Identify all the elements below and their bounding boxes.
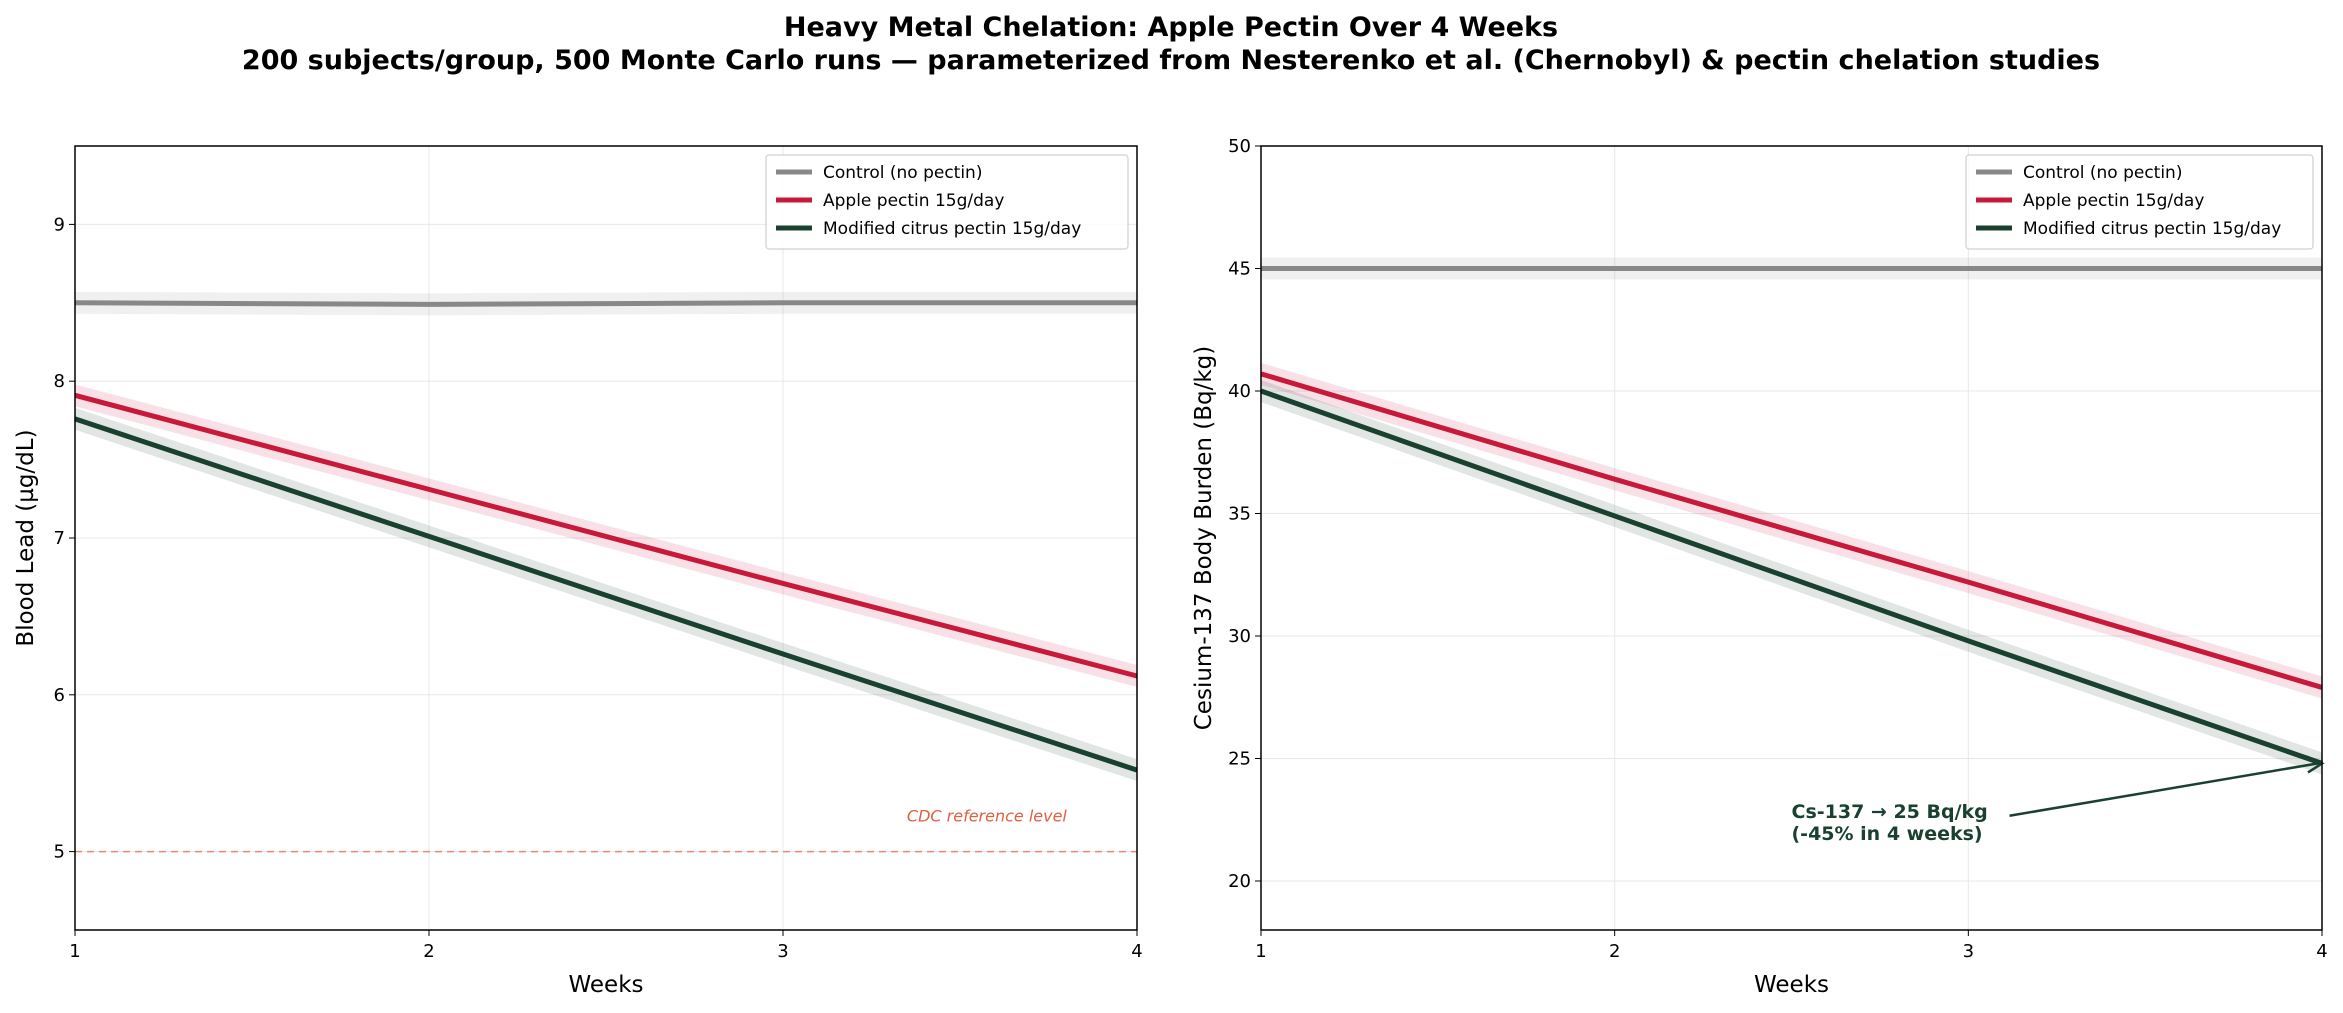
line-apple — [74, 392, 1138, 679]
legend-label-mcp: Modified citrus pectin 15g/day — [823, 219, 1081, 239]
x-axis-label: Weeks — [1754, 972, 1829, 998]
y-tick-label: 5 — [54, 842, 65, 863]
axes-frame — [1260, 145, 2323, 931]
y-tick-label: 20 — [1228, 871, 1251, 892]
x-tick-label: 2 — [1609, 941, 1620, 962]
annotation-text: Cs-137 → 25 Bq/kg — [1792, 801, 1988, 823]
y-tick-label: 25 — [1228, 749, 1251, 770]
line-mcp — [1260, 388, 2323, 766]
x-tick-label: 3 — [1963, 941, 1974, 962]
x-tick-label: 1 — [1255, 941, 1266, 962]
y-axis-label: Blood Lead (µg/dL) — [13, 429, 39, 646]
y-tick-label: 30 — [1228, 626, 1251, 647]
legend-label-control: Control (no pectin) — [2023, 163, 2182, 183]
y-tick-label: 9 — [54, 214, 65, 235]
panel-1: CDC reference level 1 2 3 4 5 6 7 8 9 Weeks Blood L… — [13, 145, 1143, 998]
y-tick-label: 7 — [54, 528, 65, 549]
y-tick-label: 6 — [54, 685, 65, 706]
y-tick-label: 8 — [54, 371, 65, 392]
legend-label-apple: Apple pectin 15g/day — [2023, 191, 2204, 211]
panel-2: Cs-137 → 25 Bq/kg(-45% in 4 weeks) 1 2 3 4 20… — [1191, 136, 2328, 998]
legend-box — [765, 154, 1129, 250]
legend: Control (no pectin) Apple pectin 15g/day M… — [765, 154, 1129, 250]
x-tick-label: 4 — [2316, 941, 2327, 962]
chart-subtitle: 200 subjects/group, 500 Monte Carlo runs… — [242, 45, 2100, 76]
x-tick-label: 3 — [777, 941, 788, 962]
y-tick-label: 50 — [1228, 136, 1251, 157]
line-control — [74, 300, 1137, 307]
annotation-arrow — [2009, 762, 2319, 817]
x-tick-label: 1 — [69, 941, 80, 962]
y-tick-label: 45 — [1228, 259, 1251, 280]
y-tick-label: 35 — [1228, 504, 1251, 525]
x-axis-label: Weeks — [569, 972, 644, 998]
legend-label-mcp: Modified citrus pectin 15g/day — [2023, 219, 2281, 239]
y-tick-label: 40 — [1228, 381, 1251, 402]
x-tick-label: 4 — [1131, 941, 1142, 962]
y-axis-label: Cesium-137 Body Burden (Bq/kg) — [1191, 346, 1217, 731]
annotation-text: (-45% in 4 weeks) — [1792, 823, 1983, 845]
x-tick-label: 2 — [423, 941, 434, 962]
chart-title: Heavy Metal Chelation: Apple Pectin Over… — [784, 12, 1558, 43]
line-apple — [1260, 371, 2323, 690]
legend: Control (no pectin) Apple pectin 15g/day M… — [1965, 154, 2314, 250]
line-mcp — [74, 416, 1138, 773]
legend-box — [1965, 154, 2314, 250]
reference-label: CDC reference level — [907, 807, 1068, 826]
legend-label-apple: Apple pectin 15g/day — [823, 191, 1004, 211]
legend-label-control: Control (no pectin) — [823, 163, 982, 183]
